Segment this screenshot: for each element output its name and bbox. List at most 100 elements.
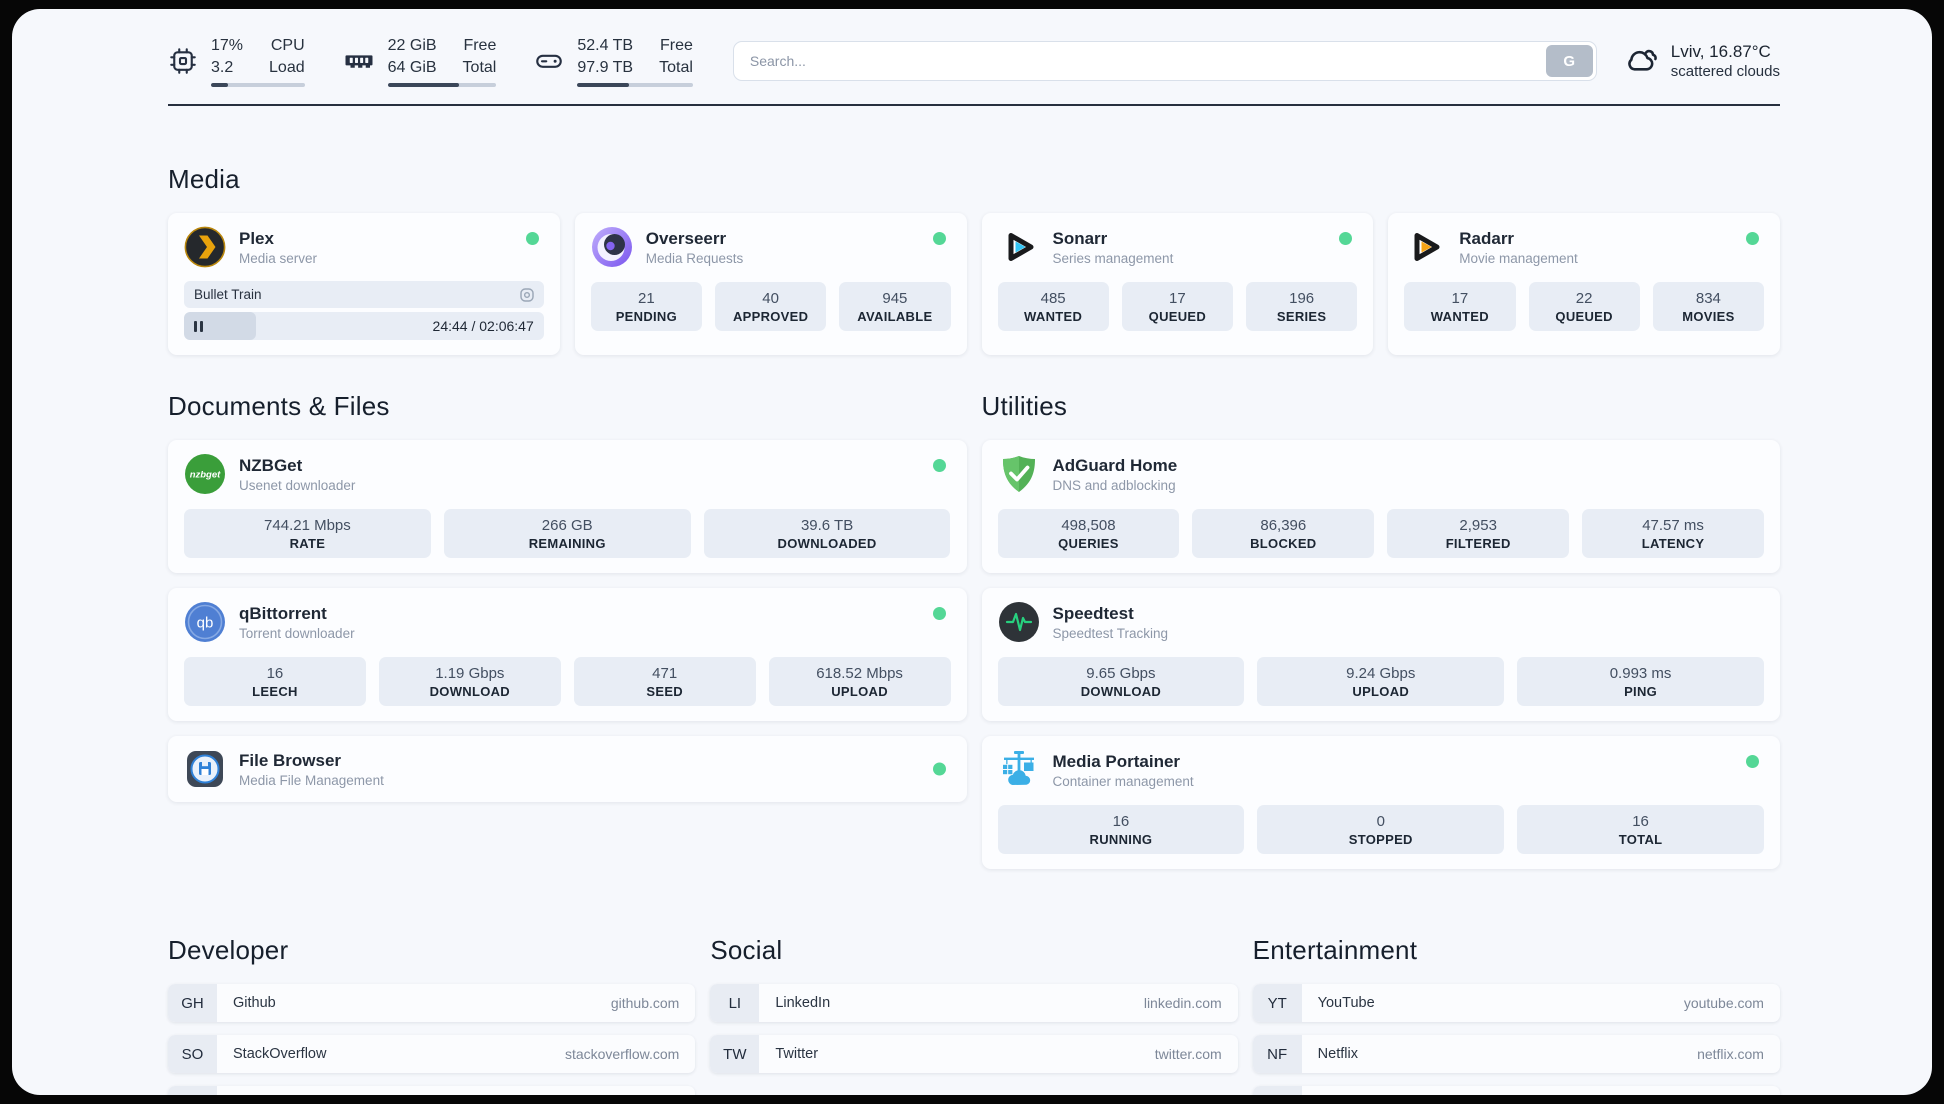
search-engine-button[interactable]: G (1545, 45, 1593, 78)
stat-value: 0.993 ms (1609, 665, 1672, 683)
app-card-qbittorrent[interactable]: qb qBittorrent Torrent downloader 16 (168, 588, 967, 722)
bookmark-dev[interactable]: DT DEV dev.to (168, 1086, 696, 1095)
app-card-plex[interactable]: Plex Media server Bullet Train (168, 213, 560, 356)
status-online-dot (1339, 232, 1353, 246)
bookmark-reddit[interactable]: RE Reddit reddit.com (1252, 1086, 1780, 1095)
stat-value: 744.21 Mbps (264, 517, 351, 535)
app-title: File Browser (239, 751, 342, 771)
bookmark-stackoverflow[interactable]: SO StackOverflow stackoverflow.com (168, 1035, 696, 1074)
storage-monitor: 52.4 TB 97.9 TB Free Total (534, 35, 693, 88)
overseerr-icon (591, 226, 633, 268)
memory-progress-bar (387, 83, 497, 88)
storage-free-value: 52.4 TB (577, 37, 634, 54)
section-title-utilities: Utilities (981, 391, 1068, 422)
stat-label: WANTED (1430, 309, 1489, 325)
app-title: Radarr (1459, 229, 1515, 249)
stat-downloaded: 39.6 TB DOWNLOADED (703, 509, 951, 559)
stat-label: MOVIES (1682, 309, 1735, 325)
status-online-dot (932, 762, 946, 776)
section-title-developer: Developer (168, 935, 289, 966)
stat-label: AVAILABLE (857, 309, 933, 325)
stat-queued: 17 QUEUED (1121, 282, 1233, 332)
stat-wanted: 485 WANTED (997, 282, 1109, 332)
playback-time: 24:44 / 02:06:47 (432, 318, 534, 335)
search-bar: G (732, 41, 1597, 82)
stat-label: LATENCY (1641, 536, 1705, 552)
search-input[interactable] (732, 41, 1597, 82)
app-card-portainer[interactable]: Media Portainer Container management 16 … (981, 736, 1780, 870)
bookmark-abbr: LI (710, 984, 760, 1023)
now-playing-title: Bullet Train (194, 287, 262, 303)
bookmark-abbr: RE (1252, 1086, 1302, 1095)
bookmark-linkedin[interactable]: LI LinkedIn linkedin.com (710, 984, 1238, 1023)
stat-download: 9.65 Gbps DOWNLOAD (997, 657, 1245, 707)
bookmark-twitter[interactable]: TW Twitter twitter.com (710, 1035, 1238, 1074)
stat-value: 9.24 Gbps (1346, 665, 1416, 683)
stat-series: 196 SERIES (1246, 282, 1358, 332)
app-card-radarr[interactable]: Radarr Movie management 17 WANTED 22 QUE… (1388, 213, 1780, 356)
stat-value: 196 (1289, 290, 1315, 308)
stat-latency: 47.57 ms LATENCY (1582, 509, 1764, 559)
bookmark-netflix[interactable]: NF Netflix netflix.com (1252, 1035, 1780, 1074)
session-view-icon[interactable] (518, 286, 536, 304)
stat-label: TOTAL (1618, 832, 1663, 848)
stat-download: 1.19 Gbps DOWNLOAD (378, 657, 561, 707)
stat-label: PENDING (615, 309, 678, 325)
cpu-usage-label: CPU (270, 37, 305, 54)
stat-label: FILTERED (1445, 536, 1511, 552)
weather-condition: scattered clouds (1670, 63, 1780, 81)
sonarr-icon (998, 226, 1040, 268)
app-card-sonarr[interactable]: Sonarr Series management 485 WANTED 17 Q… (981, 213, 1374, 356)
storage-progress-fill (577, 83, 630, 88)
portainer-icon (998, 749, 1040, 791)
stat-value: 834 (1695, 290, 1721, 308)
header: 17% 3.2 CPU Load (168, 9, 1780, 88)
svg-text:qb: qb (197, 615, 214, 632)
bookmark-youtube[interactable]: YT YouTube youtube.com (1252, 984, 1780, 1023)
weather-location: Lviv, 16.87°C (1670, 42, 1771, 62)
app-subtitle: Torrent downloader (239, 626, 355, 642)
bookmark-name: Netflix (1317, 1046, 1358, 1063)
app-title: NZBGet (239, 456, 303, 476)
app-title: qBittorrent (239, 604, 327, 624)
cpu-load-label: Load (269, 58, 305, 76)
app-card-speedtest[interactable]: Speedtest Speedtest Tracking 9.65 Gbps D… (981, 588, 1780, 722)
stat-value: 16 (266, 665, 284, 683)
app-title: Overseerr (645, 229, 727, 249)
stat-value: 39.6 TB (800, 517, 854, 535)
stat-value: 21 (638, 290, 655, 308)
section-title-entertainment: Entertainment (1252, 935, 1418, 966)
weather-widget: Lviv, 16.87°C scattered clouds (1623, 42, 1780, 80)
stat-value: 1.19 Gbps (435, 665, 505, 683)
app-title: AdGuard Home (1052, 456, 1178, 476)
nzbget-icon: nzbget (184, 453, 226, 495)
bookmark-url: github.com (610, 995, 680, 1012)
storage-total-value: 97.9 TB (577, 58, 634, 76)
stat-seed: 471 SEED (573, 657, 756, 707)
bookmark-group-social: Social LI LinkedIn linkedin.com TW Twitt… (710, 935, 1238, 1074)
app-subtitle: Container management (1052, 774, 1194, 790)
bookmark-name: StackOverflow (233, 1046, 327, 1063)
app-card-nzbget[interactable]: nzbget NZBGet Usenet downloader 744. (168, 440, 967, 574)
app-subtitle: Usenet downloader (239, 478, 356, 494)
bookmark-abbr: NF (1252, 1035, 1302, 1074)
app-card-adguard[interactable]: AdGuard Home DNS and adblocking 498,508 … (981, 440, 1780, 574)
stat-label: RATE (289, 536, 326, 552)
bookmark-github[interactable]: GH Github github.com (168, 984, 696, 1023)
app-card-overseerr[interactable]: Overseerr Media Requests 21 PENDING 40 A… (574, 213, 967, 356)
cpu-progress-fill (211, 83, 228, 88)
stat-label: RUNNING (1089, 832, 1153, 848)
pause-button[interactable] (194, 320, 203, 332)
app-subtitle: Media File Management (239, 773, 384, 789)
stat-filtered: 2,953 FILTERED (1387, 509, 1570, 559)
cloud-icon (1623, 43, 1659, 80)
app-title: Plex (239, 229, 274, 249)
stat-queries: 498,508 QUERIES (997, 509, 1180, 559)
memory-total-value: 64 GiB (387, 58, 437, 76)
status-online-dot (932, 607, 946, 621)
bookmark-url: twitter.com (1154, 1046, 1222, 1063)
stat-label: WANTED (1024, 309, 1083, 325)
stat-label: DOWNLOADED (777, 536, 877, 552)
app-card-filebrowser[interactable]: File Browser Media File Management (168, 736, 967, 803)
stat-label: UPLOAD (831, 684, 888, 700)
